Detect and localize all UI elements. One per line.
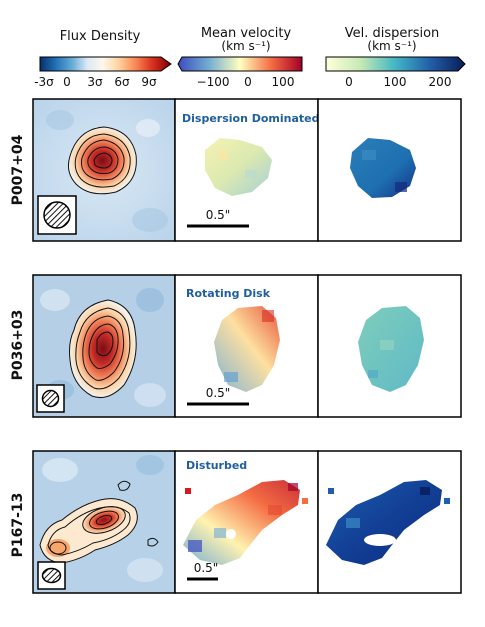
colorbar-dispersion-unit: (km s⁻¹) — [367, 39, 416, 53]
colorbar-velocity-unit: (km s⁻¹) — [221, 39, 270, 53]
flux-contours — [69, 299, 137, 399]
flux-contours — [68, 126, 137, 195]
colorbar-dispersion-gradient — [325, 56, 466, 72]
flux-map-panel — [32, 450, 176, 594]
colorbar-flux-gradient — [39, 56, 172, 72]
scale-bar-label: 0.5" — [194, 561, 219, 575]
kinematic-annotation: Dispersion Dominated — [182, 112, 320, 125]
colorbar-dispersion-tick: 100 — [384, 75, 407, 89]
colorbar-velocity-tick: 0 — [244, 75, 252, 89]
velocity-field — [214, 306, 280, 392]
colorbar-velocity-tick: 100 — [272, 75, 295, 89]
beam-icon — [41, 389, 60, 408]
velocity-map-panel: Rotating Disk 0.5" — [174, 274, 319, 418]
row-label: P036+03 — [10, 310, 26, 381]
colorbar-flux-tick: -3σ — [34, 75, 54, 89]
colorbar-flux-ticks: -3σ 0 3σ 6σ 9σ — [34, 75, 157, 89]
colorbar-dispersion-ticks: 0 100 200 — [345, 75, 451, 89]
colorbar-dispersion-tick: 200 — [429, 75, 452, 89]
scale-bar-label: 0.5" — [206, 386, 231, 400]
dispersion-map-panel — [317, 450, 462, 594]
source-emission — [68, 127, 137, 194]
colorbar-dispersion-title: Vel. dispersion — [345, 26, 440, 41]
flux-map-panel — [32, 274, 176, 418]
velocity-map-panel: Disturbed 0.5" — [174, 450, 319, 594]
colorbar-dispersion: Vel. dispersion (km s⁻¹) 0 100 200 — [325, 26, 466, 89]
row-label: P167-13 — [10, 493, 26, 558]
beam-icon — [41, 567, 62, 584]
colorbar-velocity-gradient — [177, 56, 303, 72]
row-p007: P007+04 Dispersion Dominated — [10, 98, 462, 242]
row-label: P007+04 — [10, 134, 26, 205]
kinematic-annotation: Disturbed — [186, 459, 247, 472]
row-p036: P036+03 Rotating Disk — [10, 274, 462, 418]
colorbar-velocity-ticks: −100 0 100 — [197, 75, 295, 89]
dispersion-map-panel — [317, 274, 462, 418]
flux-map-panel — [32, 98, 176, 242]
colorbar-velocity-tick: −100 — [197, 75, 230, 89]
velocity-map-panel: Dispersion Dominated 0.5" — [174, 98, 320, 242]
colorbar-velocity: Mean velocity (km s⁻¹) −100 0 100 — [177, 26, 303, 89]
velocity-field — [183, 480, 300, 565]
colorbar-flux-tick: 9σ — [141, 75, 157, 89]
colorbar-flux-title: Flux Density — [60, 29, 141, 44]
colorbar-flux-tick: 0 — [63, 75, 71, 89]
colorbar-velocity-title: Mean velocity — [201, 26, 292, 41]
colorbar-flux-tick: 6σ — [114, 75, 130, 89]
source-emission — [69, 300, 137, 398]
scale-bar-label: 0.5" — [206, 208, 231, 222]
row-p167: P167-13 Distur — [10, 450, 462, 594]
colorbar-flux: Flux Density -3σ 0 3σ 6σ 9σ — [34, 29, 172, 89]
colorbar-dispersion-tick: 0 — [345, 75, 353, 89]
dispersion-map-panel — [317, 98, 462, 242]
colorbar-flux-tick: 3σ — [87, 75, 103, 89]
dispersion-field — [326, 480, 442, 565]
beam-icon — [43, 201, 71, 229]
source-peak — [82, 506, 126, 534]
kinematic-annotation: Rotating Disk — [186, 287, 271, 300]
